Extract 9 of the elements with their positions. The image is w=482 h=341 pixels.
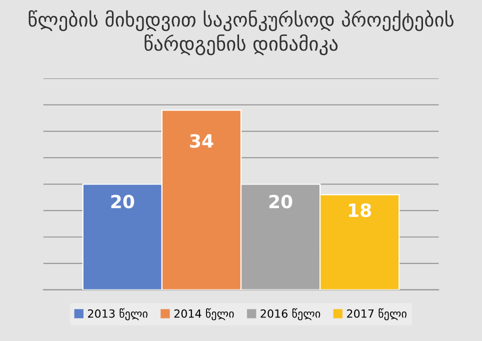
data-label: 20 bbox=[111, 194, 134, 208]
legend-label: 2017 წელი bbox=[347, 308, 406, 320]
legend-label: 2014 წელი bbox=[174, 308, 234, 320]
data-label: 20 bbox=[269, 194, 292, 208]
data-label: 34 bbox=[190, 134, 214, 148]
legend-label: 2016 წელი bbox=[260, 308, 320, 320]
data-label: 18 bbox=[349, 203, 372, 218]
legend-label: 2013 წელი bbox=[88, 308, 148, 320]
chart-title: წლების მიხედვით საკონკურსოდ პროექტების წარდგენის დინამიკა bbox=[28, 10, 454, 56]
